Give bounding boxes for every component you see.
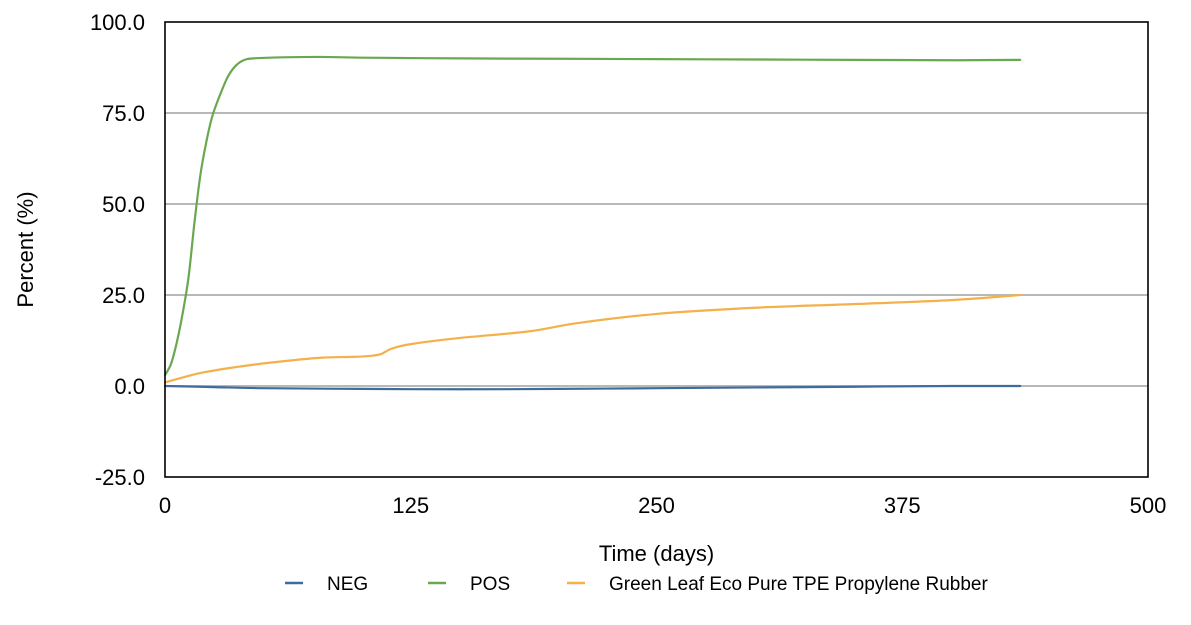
x-tick-label: 0 (159, 493, 171, 518)
legend-label-0: NEG (327, 574, 368, 595)
y-tick-label: -25.0 (95, 465, 145, 490)
y-tick-label: 100.0 (90, 10, 145, 35)
series-line-0 (163, 384, 1022, 391)
legend-label-2: Green Leaf Eco Pure TPE Propylene Rubber (609, 574, 988, 595)
y-axis-title: Percent (%) (13, 191, 38, 307)
x-tick-label: 500 (1130, 493, 1167, 518)
y-tick-label: 0.0 (114, 374, 145, 399)
x-tick-label: 250 (638, 493, 675, 518)
gridlines (165, 112, 1148, 387)
series-lines (163, 55, 1022, 391)
x-tick-label: 375 (884, 493, 921, 518)
plot-frame (164, 21, 1149, 478)
y-tick-label: 25.0 (102, 283, 145, 308)
series-line-1 (163, 55, 1022, 377)
y-tick-label: 50.0 (102, 192, 145, 217)
x-axis-ticks: 0 125 250 375 500 (159, 493, 1166, 518)
x-tick-label: 125 (392, 493, 429, 518)
x-axis-title: Time (days) (599, 541, 714, 566)
y-axis-ticks: -25.0 0.0 25.0 50.0 75.0 100.0 (90, 10, 145, 490)
series-line-2 (163, 293, 1022, 384)
y-tick-label: 75.0 (102, 101, 145, 126)
legend-label-1: POS (470, 574, 510, 595)
legend: NEG POS Green Leaf Eco Pure TPE Propylene … (285, 574, 988, 595)
